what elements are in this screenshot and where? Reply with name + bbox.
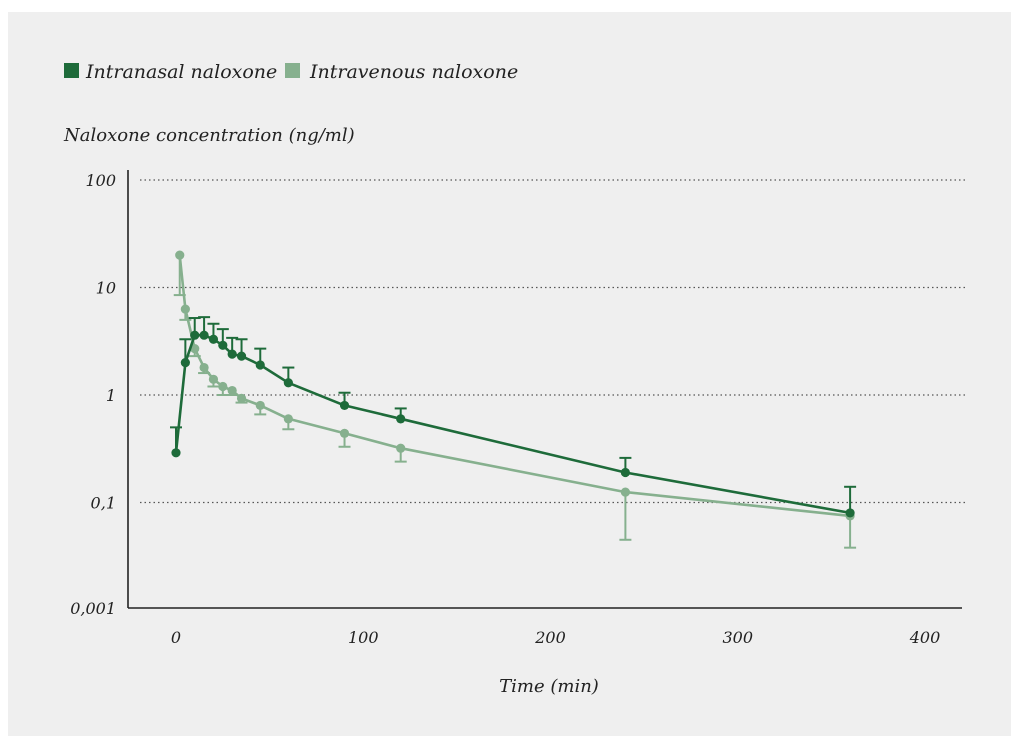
intranasal-point-6 (228, 350, 237, 359)
intranasal-point-13 (846, 508, 855, 517)
series-layer (170, 251, 856, 548)
intranasal-point-1 (181, 358, 190, 367)
legend-swatch-intravenous (285, 63, 300, 78)
intravenous-point-11 (396, 444, 405, 453)
intravenous-point-8 (256, 401, 265, 410)
y-tick-label-0: 100 (85, 171, 116, 190)
x-axis-title: Time (min) (499, 676, 599, 697)
intravenous-line (180, 255, 850, 516)
series-intravenous (174, 251, 856, 548)
x-tick-label-1: 100 (348, 628, 379, 647)
intravenous-point-6 (228, 386, 237, 395)
intravenous-point-10 (340, 429, 349, 438)
intranasal-point-4 (209, 335, 218, 344)
x-tick-labels: 0 100 200 300 400 (171, 628, 940, 647)
intravenous-point-12 (621, 487, 630, 496)
series-intranasal (170, 317, 856, 517)
x-tick-label-4: 400 (909, 628, 941, 647)
y-tick-labels: 100 10 1 0,1 0,001 (70, 171, 116, 618)
intranasal-point-12 (621, 468, 630, 477)
x-tick-label-3: 300 (722, 628, 753, 647)
intranasal-point-2 (190, 331, 199, 340)
y-tick-label-3: 0,1 (91, 494, 116, 513)
intravenous-point-0 (175, 251, 184, 260)
intranasal-point-5 (218, 341, 227, 350)
x-tick-label-0: 0 (171, 628, 181, 647)
legend: Intranasal naloxone Intravenous naloxone (64, 61, 518, 83)
axes (128, 170, 962, 608)
y-tick-label-1: 10 (96, 279, 116, 298)
intravenous-point-9 (284, 414, 293, 423)
intranasal-line (176, 335, 850, 513)
legend-label-intravenous: Intravenous naloxone (309, 61, 518, 83)
y-tick-label-4: 0,001 (70, 599, 116, 618)
legend-swatch-intranasal (64, 63, 79, 78)
intranasal-point-0 (171, 448, 180, 457)
legend-label-intranasal: Intranasal naloxone (85, 61, 277, 83)
intravenous-point-5 (218, 382, 227, 391)
y-axis-title: Naloxone concentration (ng/ml) (63, 125, 355, 146)
intravenous-point-7 (237, 394, 246, 403)
intranasal-point-10 (340, 401, 349, 410)
intravenous-point-3 (199, 363, 208, 372)
x-tick-label-2: 200 (534, 628, 566, 647)
intranasal-point-9 (284, 378, 293, 387)
y-tick-label-2: 1 (106, 386, 116, 405)
intranasal-point-3 (199, 331, 208, 340)
intranasal-point-8 (256, 360, 265, 369)
intranasal-point-7 (237, 352, 246, 361)
intravenous-point-1 (181, 304, 190, 313)
intranasal-point-11 (396, 414, 405, 423)
intravenous-point-4 (209, 375, 218, 384)
